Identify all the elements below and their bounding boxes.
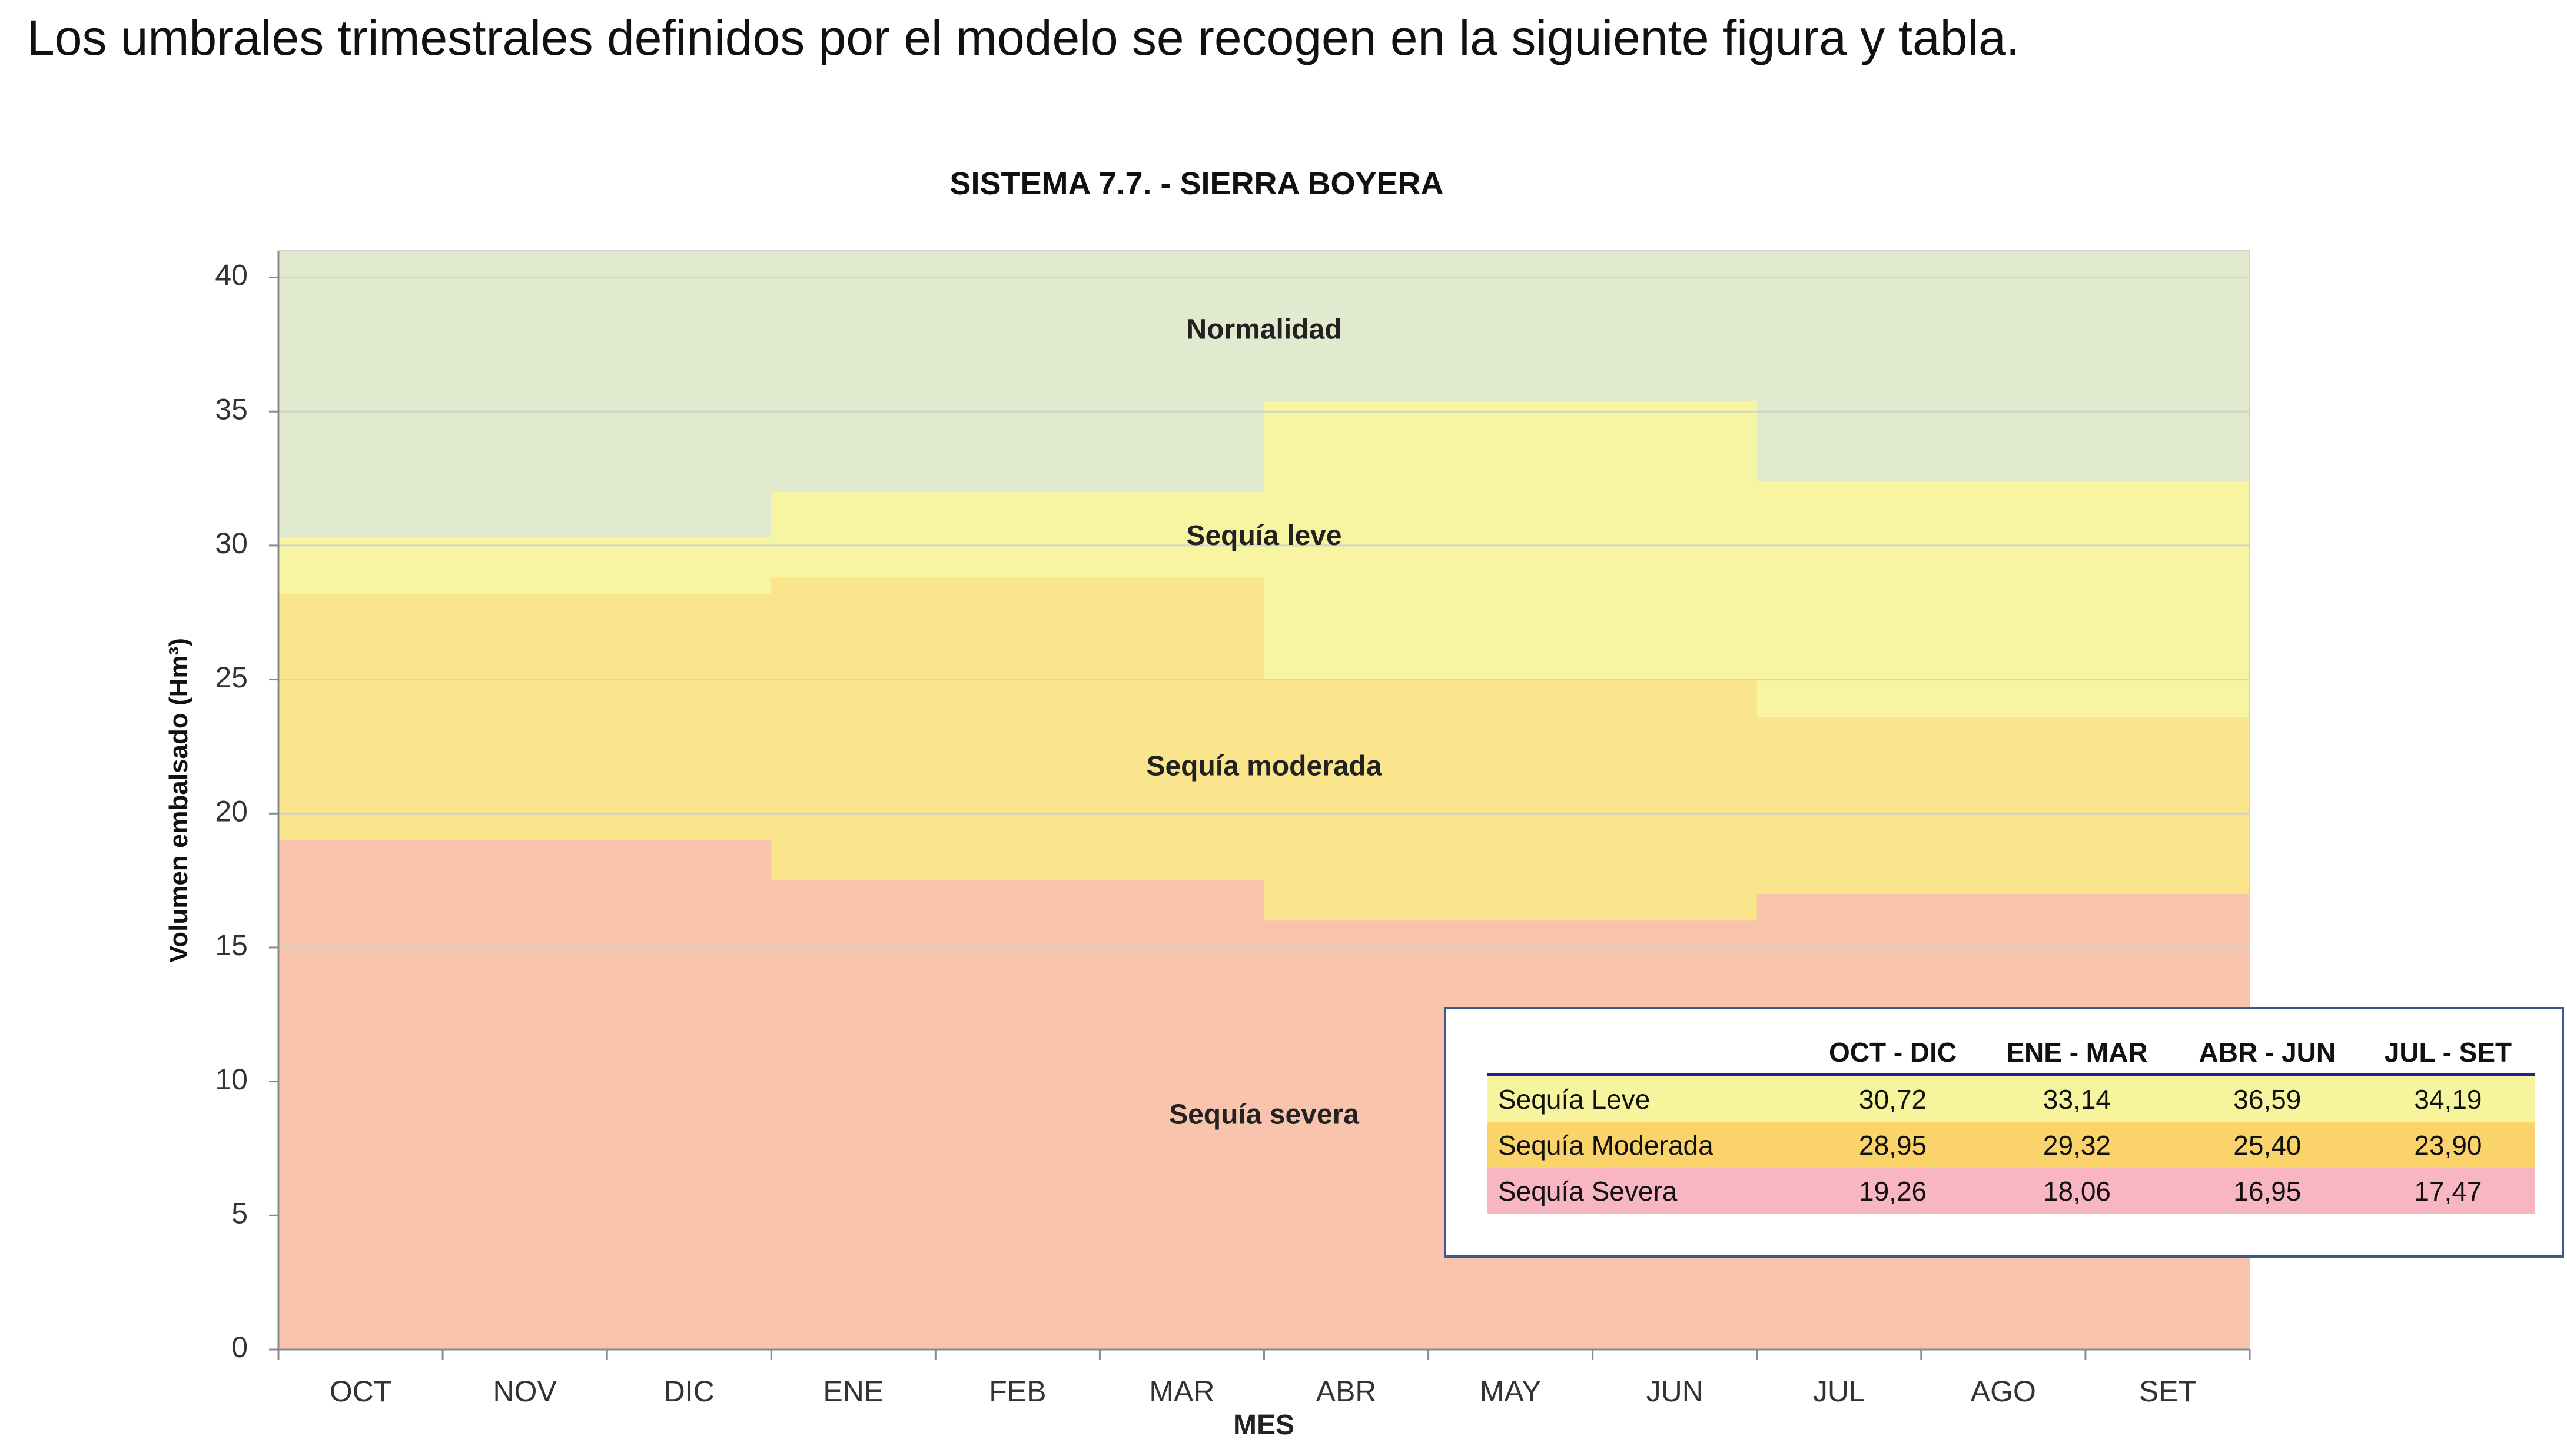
table-cell: 25,40 <box>2173 1122 2361 1168</box>
threshold-table: OCT - DIC ENE - MAR ABR - JUN JUL - SET … <box>1487 1032 2535 1214</box>
y-tick-label: 0 <box>231 1331 248 1364</box>
y-tick-label: 35 <box>215 393 248 426</box>
x-tick-label-mar: MAR <box>1149 1375 1214 1408</box>
y-tick-label: 10 <box>215 1063 248 1096</box>
x-tick-labels: OCT NOV DIC ENE FEB MAR ABR MAY JUN JUL AGO SET <box>330 1375 2196 1408</box>
header-oct-dic: OCT - DIC <box>1805 1032 1981 1076</box>
x-tick-label-feb: FEB <box>989 1375 1046 1408</box>
table-cell: 19,26 <box>1805 1168 1981 1214</box>
x-tick-label-may: MAY <box>1480 1375 1542 1408</box>
band-labels: Normalidad Sequía leve Sequía moderada Sequ… <box>1146 314 1382 1130</box>
x-tick-label-set: SET <box>2139 1375 2196 1408</box>
header-abr-jun: ABR - JUN <box>2173 1032 2361 1076</box>
table-header-row: OCT - DIC ENE - MAR ABR - JUN JUL - SET <box>1487 1032 2535 1076</box>
y-axis-label: Volumen embalsado (Hm³) <box>164 638 193 963</box>
x-tick-label-ago: AGO <box>1971 1375 2036 1408</box>
row-label: Sequía Severa <box>1487 1168 1805 1214</box>
table-row-sequia-severa: Sequía Severa 19,26 18,06 16,95 17,47 <box>1487 1168 2535 1214</box>
row-label: Sequía Moderada <box>1487 1122 1805 1168</box>
table-cell: 17,47 <box>2360 1168 2535 1214</box>
intro-paragraph: Los umbrales trimestrales definidos por … <box>27 10 2020 65</box>
x-tick-label-jul: JUL <box>1813 1375 1865 1408</box>
table-cell: 16,95 <box>2173 1168 2361 1214</box>
y-tick-label: 15 <box>215 929 248 962</box>
header-jul-set: JUL - SET <box>2360 1032 2535 1076</box>
y-tick-labels: 0 5 10 15 20 25 30 35 40 <box>215 259 278 1364</box>
table-cell: 30,72 <box>1805 1075 1981 1122</box>
y-tick-label: 30 <box>215 527 248 560</box>
x-tick-label-dic: DIC <box>664 1375 715 1408</box>
y-tick-label: 40 <box>215 259 248 292</box>
header-ene-mar: ENE - MAR <box>1980 1032 2174 1076</box>
table-row-sequia-moderada: Sequía Moderada 28,95 29,32 25,40 23,90 <box>1487 1122 2535 1168</box>
table-cell: 18,06 <box>1980 1168 2174 1214</box>
table-cell: 33,14 <box>1980 1075 2174 1122</box>
x-axis-label: MES <box>1233 1410 1294 1441</box>
table-cell: 23,90 <box>2360 1122 2535 1168</box>
band-label-sequia-leve: Sequía leve <box>1186 520 1341 551</box>
chart-title: SISTEMA 7.7. - SIERRA BOYERA <box>949 166 1443 201</box>
table-cell: 29,32 <box>1980 1122 2174 1168</box>
y-tick-label: 5 <box>231 1197 248 1230</box>
table-cell: 36,59 <box>2173 1075 2361 1122</box>
x-tick-label-jun: JUN <box>1646 1375 1703 1408</box>
table-row-sequia-leve: Sequía Leve 30,72 33,14 36,59 34,19 <box>1487 1075 2535 1122</box>
threshold-table-panel: OCT - DIC ENE - MAR ABR - JUN JUL - SET … <box>1444 1007 2564 1258</box>
y-tick-label: 20 <box>215 795 248 827</box>
table-cell: 34,19 <box>2360 1075 2535 1122</box>
y-tick-label: 25 <box>215 661 248 694</box>
band-label-sequia-severa: Sequía severa <box>1169 1099 1359 1131</box>
band-label-sequia-moderada: Sequía moderada <box>1146 751 1382 782</box>
x-tick-label-ene: ENE <box>823 1375 884 1408</box>
table-cell: 28,95 <box>1805 1122 1981 1168</box>
header-empty <box>1487 1032 1805 1076</box>
row-label: Sequía Leve <box>1487 1075 1805 1122</box>
band-label-normalidad: Normalidad <box>1186 314 1341 345</box>
x-tick-label-abr: ABR <box>1316 1375 1377 1408</box>
x-tick-label-oct: OCT <box>330 1375 392 1408</box>
x-tick-label-nov: NOV <box>493 1375 557 1408</box>
